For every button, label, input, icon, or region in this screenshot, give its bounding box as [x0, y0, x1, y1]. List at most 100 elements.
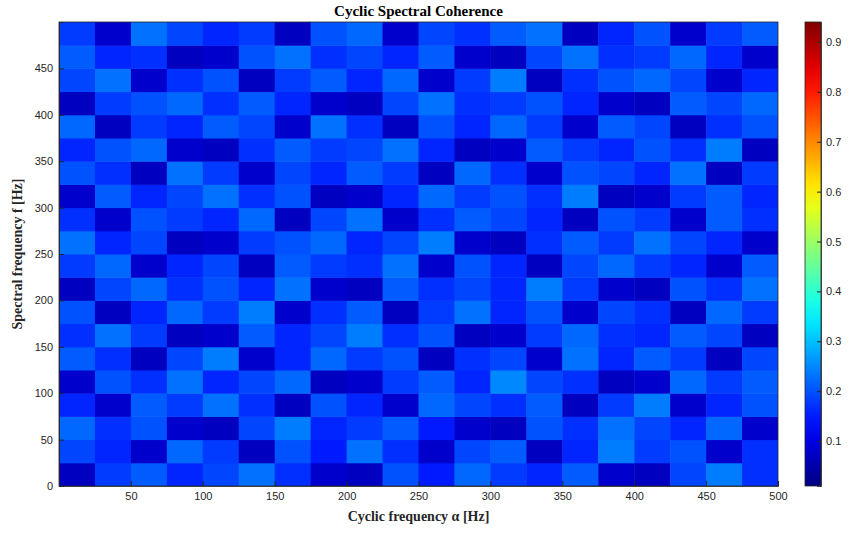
heatmap-cell	[526, 393, 562, 417]
heatmap-cell	[167, 45, 203, 69]
heatmap-cell	[419, 277, 455, 301]
heatmap-cell	[670, 440, 706, 464]
heatmap-cell	[275, 184, 311, 208]
heatmap-cell	[598, 463, 634, 486]
heatmap-cell	[131, 370, 167, 394]
heatmap-cell	[419, 416, 455, 440]
heatmap-cell	[634, 68, 670, 92]
heatmap-cell	[706, 161, 742, 185]
heatmap-cell	[490, 324, 526, 348]
heatmap-cell	[670, 161, 706, 185]
heatmap-cell	[562, 324, 598, 348]
heatmap-cell	[742, 22, 778, 46]
heatmap-cell	[454, 416, 490, 440]
tick-mark	[817, 42, 821, 43]
heatmap-cell	[275, 231, 311, 255]
heatmap-cell	[706, 231, 742, 255]
heatmap-cell	[562, 463, 598, 486]
heatmap-cell	[95, 208, 131, 232]
tick-mark	[59, 161, 64, 162]
heatmap-cell	[598, 440, 634, 464]
heatmap-cell	[311, 138, 347, 162]
heatmap-cell	[347, 324, 383, 348]
heatmap-cell	[59, 393, 95, 417]
heatmap-cell	[670, 300, 706, 324]
heatmap-cell	[526, 231, 562, 255]
heatmap-cell	[95, 115, 131, 139]
heatmap-cell	[454, 92, 490, 116]
heatmap-cell	[59, 22, 95, 46]
heatmap-cell	[167, 115, 203, 139]
heatmap-cell	[275, 277, 311, 301]
heatmap-cell	[598, 115, 634, 139]
heatmap-cell	[311, 277, 347, 301]
heatmap-cell	[311, 370, 347, 394]
axis-line	[60, 481, 779, 487]
heatmap-cell	[347, 231, 383, 255]
heatmap-cell	[311, 184, 347, 208]
heatmap-cell	[311, 208, 347, 232]
tick: 0.9	[817, 36, 841, 48]
heatmap-cell	[526, 324, 562, 348]
heatmap-cell	[383, 370, 419, 394]
tick-mark	[203, 481, 204, 486]
tick: 300	[35, 202, 64, 214]
heatmap-cell	[59, 324, 95, 348]
tick: 0.1	[817, 435, 841, 447]
heatmap-cell	[562, 45, 598, 69]
heatmap-cell	[239, 115, 275, 139]
colorbar-axis: 0.10.20.30.40.50.60.70.80.9	[817, 23, 841, 487]
tick: 250	[35, 248, 64, 260]
heatmap-cell	[59, 277, 95, 301]
heatmap-cell	[670, 393, 706, 417]
heatmap-cell	[347, 138, 383, 162]
tick-label: 0.5	[826, 236, 841, 248]
heatmap-cell	[598, 393, 634, 417]
heatmap-cell	[634, 254, 670, 278]
heatmap-cell	[634, 370, 670, 394]
heatmap-cell	[562, 277, 598, 301]
heatmap-cell	[706, 92, 742, 116]
tick-mark	[59, 68, 64, 69]
heatmap-cell	[347, 161, 383, 185]
heatmap-cell	[383, 208, 419, 232]
heatmap-cell	[275, 45, 311, 69]
heatmap-cell	[383, 300, 419, 324]
heatmap-cell	[275, 22, 311, 46]
heatmap-cell	[562, 92, 598, 116]
heatmap-cell	[742, 138, 778, 162]
heatmap-cell	[490, 184, 526, 208]
heatmap-cell	[454, 254, 490, 278]
heatmap-cell	[347, 277, 383, 301]
heatmap-cell	[598, 231, 634, 255]
heatmap-cell	[131, 45, 167, 69]
heatmap-cell	[742, 416, 778, 440]
heatmap-cell	[347, 370, 383, 394]
heatmap-cell	[490, 347, 526, 371]
heatmap-cell	[203, 324, 239, 348]
heatmap-cell	[526, 416, 562, 440]
heatmap-cell	[167, 300, 203, 324]
heatmap-cell	[239, 138, 275, 162]
heatmap-cell	[95, 300, 131, 324]
tick-mark	[817, 341, 821, 342]
heatmap-cell	[562, 300, 598, 324]
heatmap-cell	[454, 231, 490, 255]
heatmap-cell	[706, 68, 742, 92]
heatmap-cell	[59, 115, 95, 139]
tick: 400	[35, 109, 64, 121]
heatmap-cell	[95, 92, 131, 116]
heatmap-cell	[131, 416, 167, 440]
heatmap-cell	[598, 416, 634, 440]
heatmap-cell	[59, 416, 95, 440]
heatmap-cell	[239, 324, 275, 348]
heatmap-cell	[239, 92, 275, 116]
heatmap-cell	[275, 416, 311, 440]
heatmap-cell	[490, 68, 526, 92]
heatmap-cell	[131, 324, 167, 348]
heatmap-cell	[419, 463, 455, 486]
tick-mark	[59, 347, 64, 348]
heatmap-cell	[706, 324, 742, 348]
heatmap-cell	[275, 68, 311, 92]
heatmap-cell	[562, 231, 598, 255]
